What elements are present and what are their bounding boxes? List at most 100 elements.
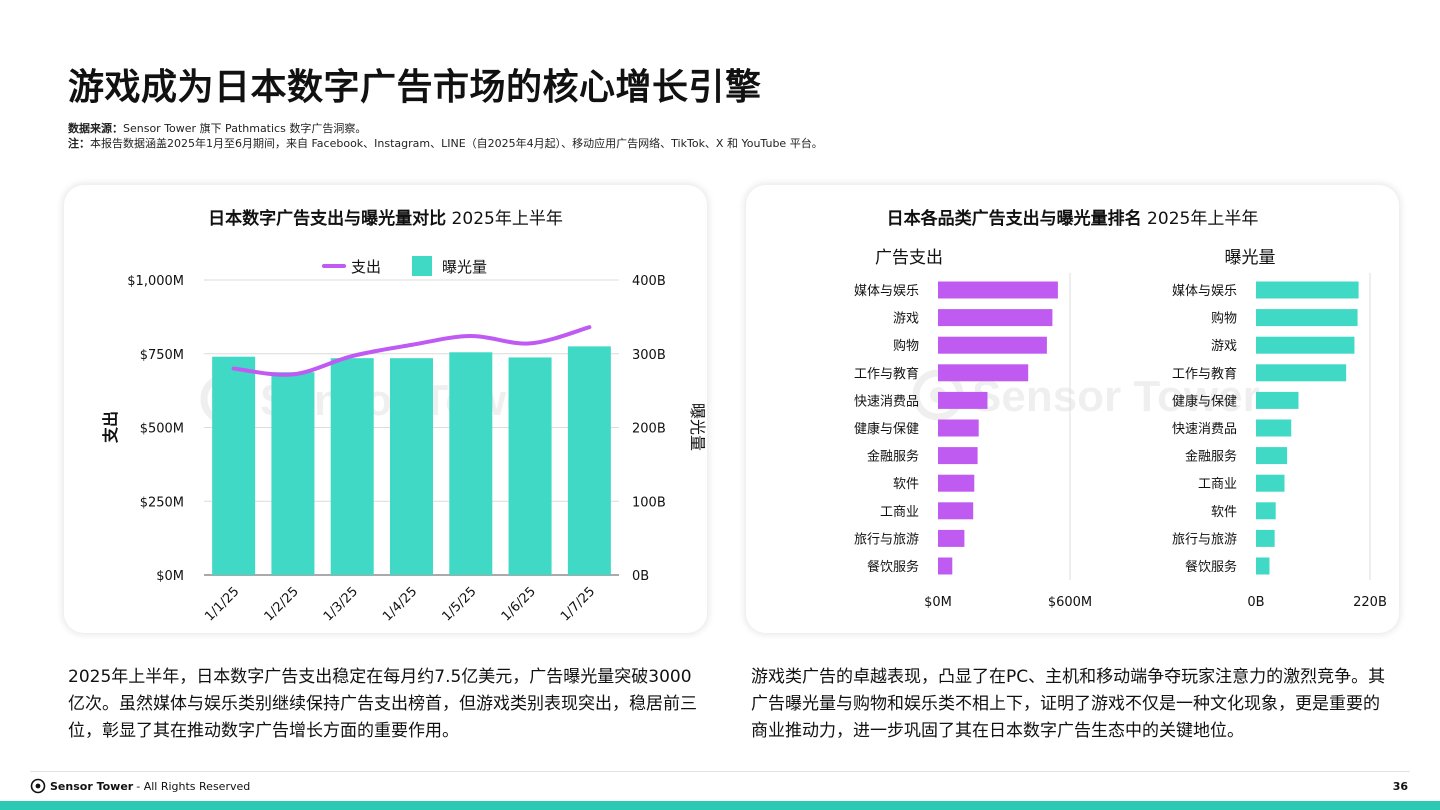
y2-tick-label: 300B bbox=[632, 348, 666, 363]
y-tick-label: $750M bbox=[140, 348, 184, 363]
x-tick-label: $600M bbox=[1048, 595, 1092, 610]
source-notes: 数据来源：Sensor Tower 旗下 Pathmatics 数字广告洞察。 … bbox=[68, 121, 823, 151]
footer-divider bbox=[30, 771, 1410, 772]
x-tick-label: 0B bbox=[1247, 595, 1264, 610]
panel-title: 曝光量 bbox=[1225, 248, 1276, 268]
x-tick-label: 1/6/25 bbox=[499, 584, 539, 624]
category-label: 工作与教育 bbox=[854, 366, 919, 382]
category-label: 旅行与旅游 bbox=[854, 532, 919, 547]
category-bar bbox=[938, 529, 965, 547]
y-tick-label: $0M bbox=[156, 569, 184, 584]
y2-tick-label: 400B bbox=[632, 274, 666, 289]
category-label: 快速消费品 bbox=[1172, 422, 1237, 437]
impressions-bar bbox=[567, 346, 611, 575]
category-bar bbox=[938, 474, 975, 492]
category-label: 旅行与旅游 bbox=[1172, 532, 1237, 547]
impressions-bar bbox=[330, 358, 374, 575]
x-tick-label: 1/7/25 bbox=[558, 584, 598, 624]
category-bar bbox=[1256, 474, 1285, 492]
category-bar bbox=[1256, 447, 1288, 465]
category-label: 购物 bbox=[1211, 311, 1237, 327]
category-label: 工作与教育 bbox=[1172, 366, 1237, 382]
impressions-bar bbox=[212, 356, 256, 575]
category-bar bbox=[938, 336, 1047, 354]
category-bar bbox=[938, 502, 974, 520]
y-tick-label: $1,000M bbox=[127, 274, 184, 289]
sensor-tower-logo-icon bbox=[30, 778, 46, 794]
category-label: 金融服务 bbox=[1185, 449, 1237, 465]
x-tick-label: 220B bbox=[1353, 595, 1387, 610]
category-bar bbox=[1256, 309, 1358, 327]
spend-line bbox=[231, 325, 592, 377]
impressions-bar bbox=[390, 358, 433, 575]
legend-impressions-swatch bbox=[412, 256, 432, 276]
category-label: 工商业 bbox=[880, 505, 919, 520]
source-line: 数据来源：Sensor Tower 旗下 Pathmatics 数字广告洞察。 bbox=[68, 122, 367, 135]
y-axis-title: 支出 bbox=[101, 411, 120, 444]
category-bar bbox=[938, 281, 1058, 299]
category-label: 游戏 bbox=[893, 312, 919, 327]
legend-impressions-label: 曝光量 bbox=[442, 258, 487, 276]
page-number: 36 bbox=[1392, 780, 1408, 793]
category-label: 软件 bbox=[893, 477, 919, 492]
impressions-bar bbox=[508, 357, 552, 575]
category-bar bbox=[1256, 281, 1359, 299]
y2-axis-title: 曝光量 bbox=[688, 403, 707, 451]
category-bar bbox=[1256, 336, 1355, 354]
impressions-bar bbox=[271, 372, 315, 575]
category-label: 餐饮服务 bbox=[1185, 559, 1237, 575]
category-label: 购物 bbox=[893, 338, 919, 354]
category-bar bbox=[1256, 391, 1299, 409]
spend-impressions-card: 日本数字广告支出与曝光量对比 2025年上半年 Sensor Tower $0M… bbox=[64, 185, 707, 633]
category-label: 媒体与娱乐 bbox=[854, 284, 919, 299]
category-label: 金融服务 bbox=[867, 449, 919, 465]
category-label: 健康与保健 bbox=[854, 421, 919, 437]
category-label: 快速消费品 bbox=[854, 394, 919, 409]
x-tick-label: 1/2/25 bbox=[262, 584, 302, 624]
y2-tick-label: 200B bbox=[632, 422, 666, 437]
category-label: 软件 bbox=[1211, 505, 1237, 520]
category-bar bbox=[1256, 529, 1275, 547]
panel-title: 广告支出 bbox=[875, 248, 943, 268]
x-tick-label: $0M bbox=[924, 595, 952, 610]
x-tick-label: 1/4/25 bbox=[380, 584, 420, 624]
right-paragraph: 游戏类广告的卓越表现，凸显了在PC、主机和移动端争夺玩家注意力的激烈竞争。其广告… bbox=[751, 667, 1386, 741]
spend-impressions-chart-title: 日本数字广告支出与曝光量对比 2025年上半年 bbox=[208, 209, 563, 229]
legend-spend-label: 支出 bbox=[351, 258, 381, 276]
y2-tick-label: 0B bbox=[632, 569, 649, 584]
footer-accent-bar bbox=[0, 801, 1440, 810]
category-label: 健康与保健 bbox=[1172, 393, 1237, 409]
impressions-bar bbox=[449, 352, 493, 575]
watermark: Sensor Tower bbox=[200, 373, 548, 425]
category-bar bbox=[1256, 502, 1276, 520]
y-tick-label: $250M bbox=[140, 495, 184, 510]
y-tick-label: $500M bbox=[140, 422, 184, 437]
category-bar bbox=[1256, 419, 1292, 437]
category-bar bbox=[1256, 364, 1347, 382]
category-bar bbox=[938, 364, 1029, 382]
category-label: 工商业 bbox=[1198, 477, 1237, 492]
footer-rights: - All Rights Reserved bbox=[136, 779, 251, 793]
footer-brand: Sensor Tower bbox=[50, 779, 134, 793]
category-bar bbox=[1256, 557, 1270, 575]
note-line: 注：本报告数据涵盖2025年1月至6月期间，来自 Facebook、Instag… bbox=[68, 137, 823, 150]
spend-impressions-chart: Sensor Tower $0M $250M $500M $750M $1,000M 0B… bbox=[101, 256, 707, 624]
category-ranking-chart-title: 日本各品类广告支出与曝光量排名 2025年上半年 bbox=[886, 209, 1259, 229]
category-bar bbox=[938, 447, 978, 465]
x-tick-label: 1/5/25 bbox=[439, 584, 479, 624]
category-ranking-card: 日本各品类广告支出与曝光量排名 2025年上半年 Sensor Tower 广告… bbox=[746, 185, 1399, 633]
category-ranking-chart: Sensor Tower 广告支出媒体与娱乐游戏购物工作与教育快速消费品健康与保… bbox=[854, 248, 1387, 610]
x-tick-label: 1/1/25 bbox=[202, 584, 242, 624]
category-bar bbox=[938, 557, 953, 575]
category-label: 餐饮服务 bbox=[867, 559, 919, 575]
category-label: 游戏 bbox=[1211, 339, 1237, 354]
left-paragraph: 2025年上半年，日本数字广告支出稳定在每月约7.5亿美元，广告曝光量突破300… bbox=[68, 667, 697, 741]
page-title: 游戏成为日本数字广告市场的核心增长引擎 bbox=[68, 67, 762, 108]
category-bar bbox=[938, 309, 1053, 327]
footer-logo: Sensor Tower - All Rights Reserved bbox=[30, 778, 250, 794]
category-bar bbox=[938, 391, 988, 409]
x-tick-label: 1/3/25 bbox=[321, 584, 361, 624]
y2-tick-label: 100B bbox=[632, 495, 666, 510]
category-bar bbox=[938, 419, 979, 437]
category-label: 媒体与娱乐 bbox=[1172, 284, 1237, 299]
